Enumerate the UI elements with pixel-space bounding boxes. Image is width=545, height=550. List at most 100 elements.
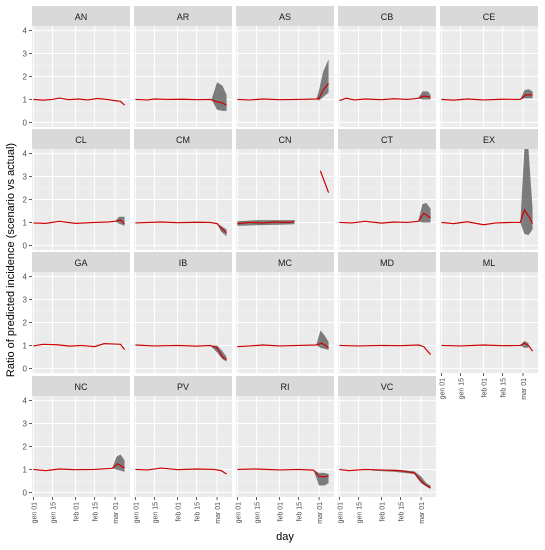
x-tick-label: feb 01 <box>482 378 489 398</box>
facet-strip <box>32 6 130 26</box>
facet-panel-ct: CT <box>338 129 436 250</box>
x-tick-label: feb 01 <box>380 502 387 522</box>
facet-panel-ar: AR <box>134 6 232 127</box>
facet-panel-ex: EX <box>440 129 538 250</box>
y-axis-title: Ratio of predicted incidence (scenario v… <box>5 143 17 377</box>
y-tick-label: 3 <box>23 420 28 429</box>
facet-label: CE <box>483 12 496 22</box>
x-tick-label: gen 01 <box>235 502 242 524</box>
x-tick-label: gen 15 <box>152 502 159 524</box>
facet-panel-vc: VC gen 01 gen 15 feb 01 feb 15 mar 01 <box>337 376 436 524</box>
x-axis-title: day <box>276 531 294 543</box>
x-tick-label: feb 01 <box>74 502 81 522</box>
x-tick-label: mar 01 <box>317 502 324 524</box>
facet-strip <box>236 6 334 26</box>
series-line <box>33 462 125 472</box>
series-line <box>339 95 431 102</box>
facet-strip <box>338 6 436 26</box>
facet-panel-cl: CL 0 1 2 3 4 <box>23 129 130 250</box>
series-line <box>135 467 227 475</box>
x-tick-label: mar 01 <box>215 502 222 524</box>
x-tick-label: gen 15 <box>50 502 57 524</box>
uncertainty-band <box>520 340 529 348</box>
facet-strip <box>134 129 232 149</box>
x-tick-label: mar 01 <box>521 378 528 400</box>
facet-label: NC <box>75 382 88 392</box>
facet-panel-ib: IB <box>134 252 232 373</box>
facet-panel-ri: RI gen 01 gen 15 feb 01 feb 15 mar 01 <box>235 376 334 524</box>
x-tick-label: feb 01 <box>176 502 183 522</box>
facet-strip <box>32 376 130 396</box>
facet-panel-cn: CN <box>236 129 334 250</box>
x-tick-label: gen 01 <box>439 378 446 400</box>
facet-panel-ga: GA 0 1 2 3 4 <box>23 252 130 373</box>
y-tick-label: 1 <box>23 465 28 474</box>
facet-strip <box>134 252 232 272</box>
y-tick-label: 1 <box>23 218 28 227</box>
facet-panel-as: AS <box>236 6 334 127</box>
series-line <box>33 97 125 106</box>
y-tick-label: 0 <box>23 488 28 497</box>
y-tick-label: 1 <box>23 95 28 104</box>
facet-label: CB <box>381 12 394 22</box>
y-tick-label: 4 <box>23 150 28 159</box>
facet-panel-an: AN 0 1 2 3 4 <box>23 6 130 127</box>
series-line <box>135 98 227 106</box>
y-tick-label: 4 <box>23 273 28 282</box>
facet-label: AN <box>75 12 88 22</box>
facet-label: CN <box>279 135 292 145</box>
x-tick-label: feb 15 <box>399 502 406 522</box>
facet-label: IB <box>179 258 188 268</box>
y-tick-label: 3 <box>23 173 28 182</box>
facet-panel-cb: CB <box>338 6 436 127</box>
facet-panel-mc: MC <box>236 252 334 373</box>
facet-label: PV <box>177 382 189 392</box>
series-line <box>33 343 126 350</box>
facet-label: MD <box>380 258 394 268</box>
x-tick-label: mar 01 <box>113 502 120 524</box>
series-line <box>237 220 295 225</box>
facet-strip <box>134 6 232 26</box>
facet-panel-pv: PV gen 01 gen 15 feb 01 feb 15 mar 01 <box>133 376 232 524</box>
y-tick-label: 0 <box>23 364 28 373</box>
series-line <box>237 83 330 101</box>
y-tick-label: 2 <box>23 73 28 82</box>
facet-strip <box>338 129 436 149</box>
facet-label: RI <box>281 382 290 392</box>
x-tick-label: gen 01 <box>133 502 140 524</box>
facet-strip <box>236 376 334 396</box>
uncertainty-band <box>115 216 125 226</box>
series-line <box>237 468 329 478</box>
x-tick-label: feb 15 <box>501 378 508 398</box>
y-tick-label: 3 <box>23 50 28 59</box>
series-line <box>339 212 431 224</box>
uncertainty-band <box>316 59 329 101</box>
x-tick-label: gen 15 <box>356 502 363 524</box>
facet-label: AS <box>279 12 291 22</box>
y-tick-label: 2 <box>23 443 28 452</box>
x-tick-label: feb 15 <box>195 502 202 522</box>
facet-strip <box>236 129 334 149</box>
uncertainty-band <box>112 454 125 472</box>
x-tick-label: feb 15 <box>93 502 100 522</box>
series-line <box>441 94 533 101</box>
series-line <box>135 221 227 234</box>
x-tick-label: mar 01 <box>419 502 426 524</box>
y-tick-label: 1 <box>23 341 28 350</box>
y-tick-label: 0 <box>23 118 28 127</box>
series-line <box>135 344 227 361</box>
series-line <box>441 342 534 352</box>
series-line <box>33 219 125 225</box>
series-line <box>441 208 534 226</box>
facet-label: GA <box>74 258 87 268</box>
series-line <box>339 344 432 356</box>
facet-strip <box>32 129 130 149</box>
facet-panel-md: MD <box>338 252 436 373</box>
series-line <box>339 468 431 489</box>
facet-panel-ml: ML gen 01 gen 15 feb 01 feb 15 mar 01 <box>439 252 538 400</box>
facet-label: CM <box>176 135 190 145</box>
y-tick-label: 2 <box>23 196 28 205</box>
facet-label: MC <box>278 258 292 268</box>
x-tick-label: gen 01 <box>31 502 38 524</box>
